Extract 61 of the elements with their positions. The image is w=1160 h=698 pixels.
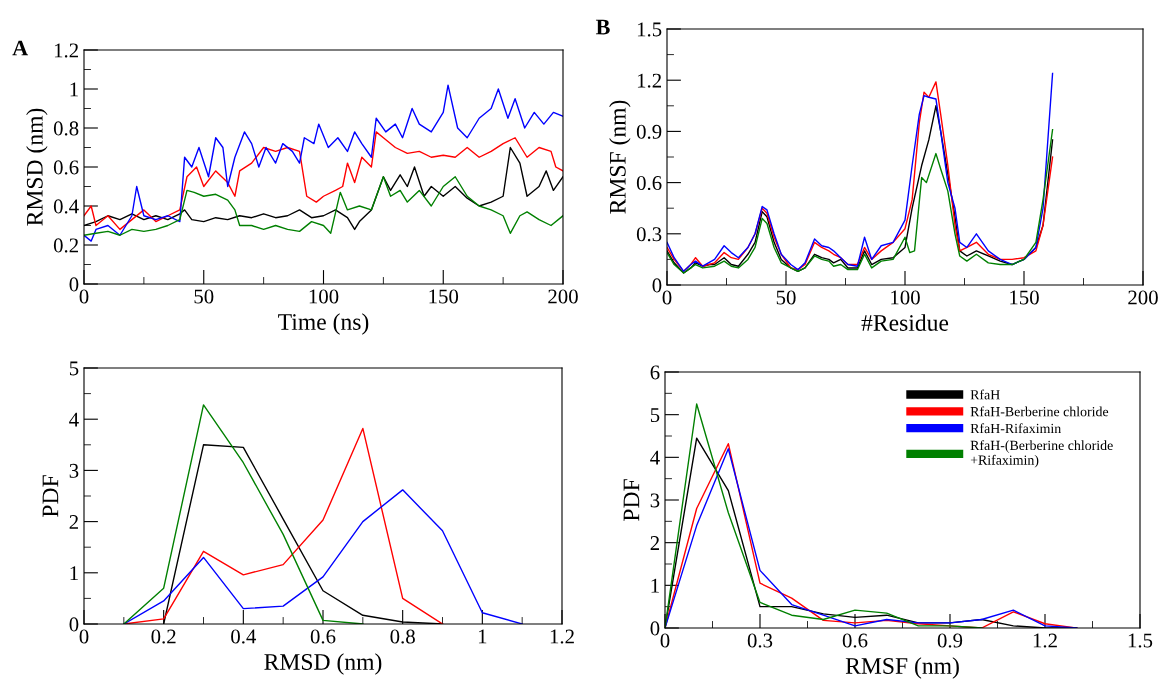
x-tick-label: 100 xyxy=(309,289,339,304)
x-tick-label: 1 xyxy=(478,629,487,644)
y-tick-label: 0.6 xyxy=(53,160,79,175)
y-tick-label: 1 xyxy=(651,578,659,593)
chart-title: B xyxy=(595,19,610,35)
x-tick-label: 100 xyxy=(891,290,920,305)
y-tick-label: 1.2 xyxy=(54,43,78,58)
y-tick-label: 2 xyxy=(69,515,78,529)
legend-label: RfaH-Berberine chloride xyxy=(970,406,1109,417)
x-tick-label: 0 xyxy=(662,290,672,305)
y-tick-label: 5 xyxy=(650,408,660,423)
y-tick-label: 0 xyxy=(69,277,79,292)
x-tick-label: 200 xyxy=(1128,290,1158,305)
x-tick-label: 50 xyxy=(776,290,796,305)
x-tick-label: 150 xyxy=(429,289,459,304)
x-tick-label: 0.2 xyxy=(151,629,176,644)
line-series xyxy=(84,84,563,242)
y-tick-label: 1.5 xyxy=(637,22,662,37)
x-tick-label: 0.6 xyxy=(842,633,868,648)
x-tick-label: 150 xyxy=(1010,290,1039,305)
x-axis-title: #Residue xyxy=(861,314,949,331)
y-tick-label: 1.2 xyxy=(637,73,661,88)
y-tick-label: 0 xyxy=(69,617,79,632)
x-tick-label: 0.9 xyxy=(937,633,963,648)
y-axis-title: RMSD (nm) xyxy=(26,108,48,226)
x-tick-label: 50 xyxy=(194,289,214,304)
x-axis-title: Time (ns) xyxy=(278,313,369,335)
y-tick-label: 0.2 xyxy=(53,238,78,253)
y-tick-label: 1 xyxy=(70,82,78,97)
x-tick-label: 1.2 xyxy=(550,629,574,644)
y-tick-label: 0.8 xyxy=(53,121,79,136)
y-tick-label: 0.3 xyxy=(636,227,662,242)
x-tick-label: 0.4 xyxy=(231,629,257,644)
x-tick-label: 0.8 xyxy=(390,629,415,644)
x-axis-title: RMSD (nm) xyxy=(264,653,382,675)
y-tick-label: 4 xyxy=(650,450,660,465)
legend-label: RfaH-Rifaximin xyxy=(970,423,1061,434)
legend-label: RfaH xyxy=(970,389,1000,400)
x-tick-label: 1.2 xyxy=(1033,633,1057,648)
y-tick-label: 6 xyxy=(650,365,660,380)
chart-title: A xyxy=(12,40,29,56)
y-axis-title: PDF xyxy=(623,479,640,521)
y-tick-label: 4 xyxy=(69,412,79,427)
x-tick-label: 1.5 xyxy=(1128,633,1153,648)
y-axis-title: RMSF (nm) xyxy=(609,100,631,214)
y-tick-label: 1 xyxy=(70,566,78,581)
x-tick-label: 0.3 xyxy=(747,633,773,648)
x-tick-label: 200 xyxy=(548,289,578,304)
y-axis-title: PDF xyxy=(42,475,59,517)
y-tick-label: 2 xyxy=(650,536,659,550)
y-tick-label: 3 xyxy=(69,463,79,478)
line-series xyxy=(84,176,563,236)
y-tick-label: 0.9 xyxy=(636,124,662,139)
x-axis-title: RMSF (nm) xyxy=(845,657,959,679)
x-tick-label: 0.6 xyxy=(310,629,336,644)
legend-label: RfaH-(Berberine chloride +Rifaximin) xyxy=(970,440,1113,468)
y-tick-label: 0.4 xyxy=(53,199,79,214)
y-tick-label: 0 xyxy=(652,278,662,293)
y-tick-label: 5 xyxy=(69,361,79,376)
y-tick-label: 3 xyxy=(650,493,660,508)
y-tick-label: 0.6 xyxy=(636,175,662,191)
